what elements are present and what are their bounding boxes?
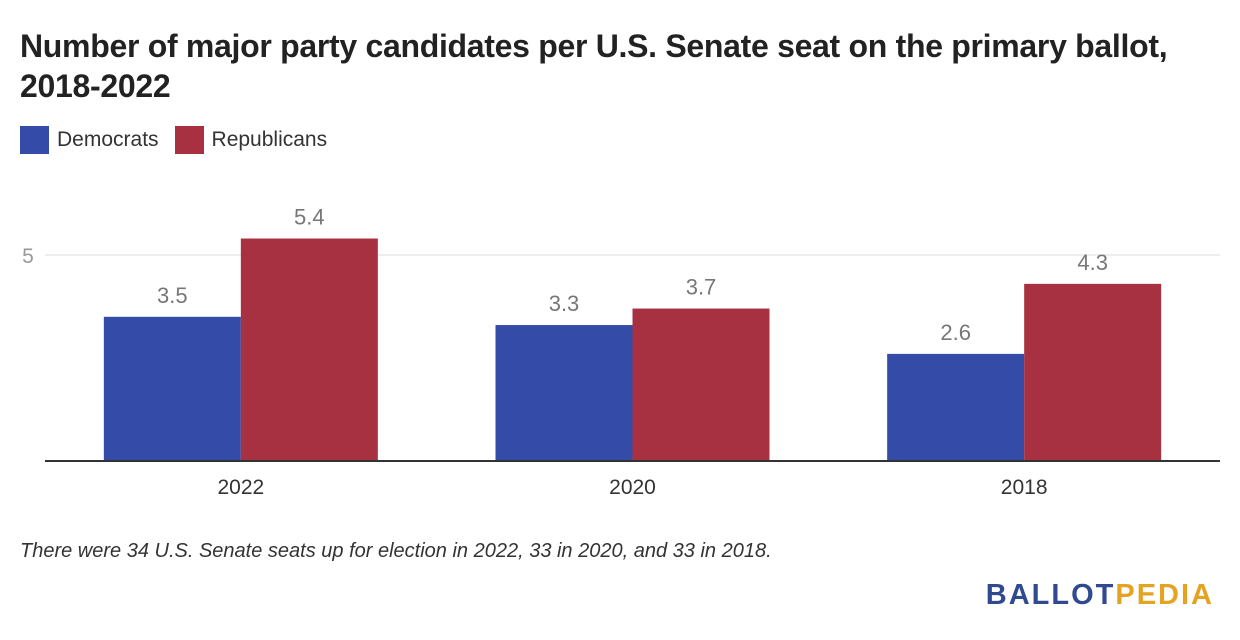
x-tick-label-2022: 2022 [217, 476, 264, 499]
bar-democrats-2022 [103, 316, 241, 461]
data-label-republicans-2018: 4.3 [1077, 250, 1108, 275]
legend-label-democrats: Democrats [57, 128, 159, 151]
legend: Democrats Republicans [20, 126, 343, 154]
chart-title: Number of major party candidates per U.S… [20, 28, 1168, 104]
ballotpedia-logo: BALLOTPEDIA [986, 579, 1214, 612]
y-tick-label-0: 5 [22, 245, 34, 268]
data-label-republicans-2022: 5.4 [294, 205, 325, 230]
bar-democrats-2018 [887, 353, 1025, 461]
data-label-republicans-2020: 3.7 [686, 275, 717, 300]
x-tick-label-2018: 2018 [1001, 476, 1048, 499]
legend-swatch-republicans [174, 126, 204, 154]
legend-swatch-democrats [20, 126, 49, 154]
logo-part-pedia: PEDIA [1115, 579, 1214, 611]
legend-item-republicans: Republicans [174, 126, 328, 154]
legend-item-democrats: Democrats [20, 126, 159, 154]
bar-republicans-2018 [1024, 283, 1162, 461]
bar-chart: 5 3.5 5.4 2022 3.3 3.7 2020 2.6 4.3 2018 [22, 205, 1220, 499]
data-label-democrats-2020: 3.3 [549, 291, 580, 316]
data-label-democrats-2022: 3.5 [157, 283, 188, 308]
bar-republicans-2022 [240, 238, 378, 461]
footnote: There were 34 U.S. Senate seats up for e… [20, 540, 772, 562]
data-label-democrats-2018: 2.6 [940, 320, 971, 345]
bar-democrats-2020 [495, 325, 633, 461]
logo-part-ballot: BALLOT [985, 579, 1116, 611]
legend-label-republicans: Republicans [211, 128, 328, 151]
bar-republicans-2020 [632, 308, 770, 461]
x-tick-label-2020: 2020 [609, 476, 656, 499]
